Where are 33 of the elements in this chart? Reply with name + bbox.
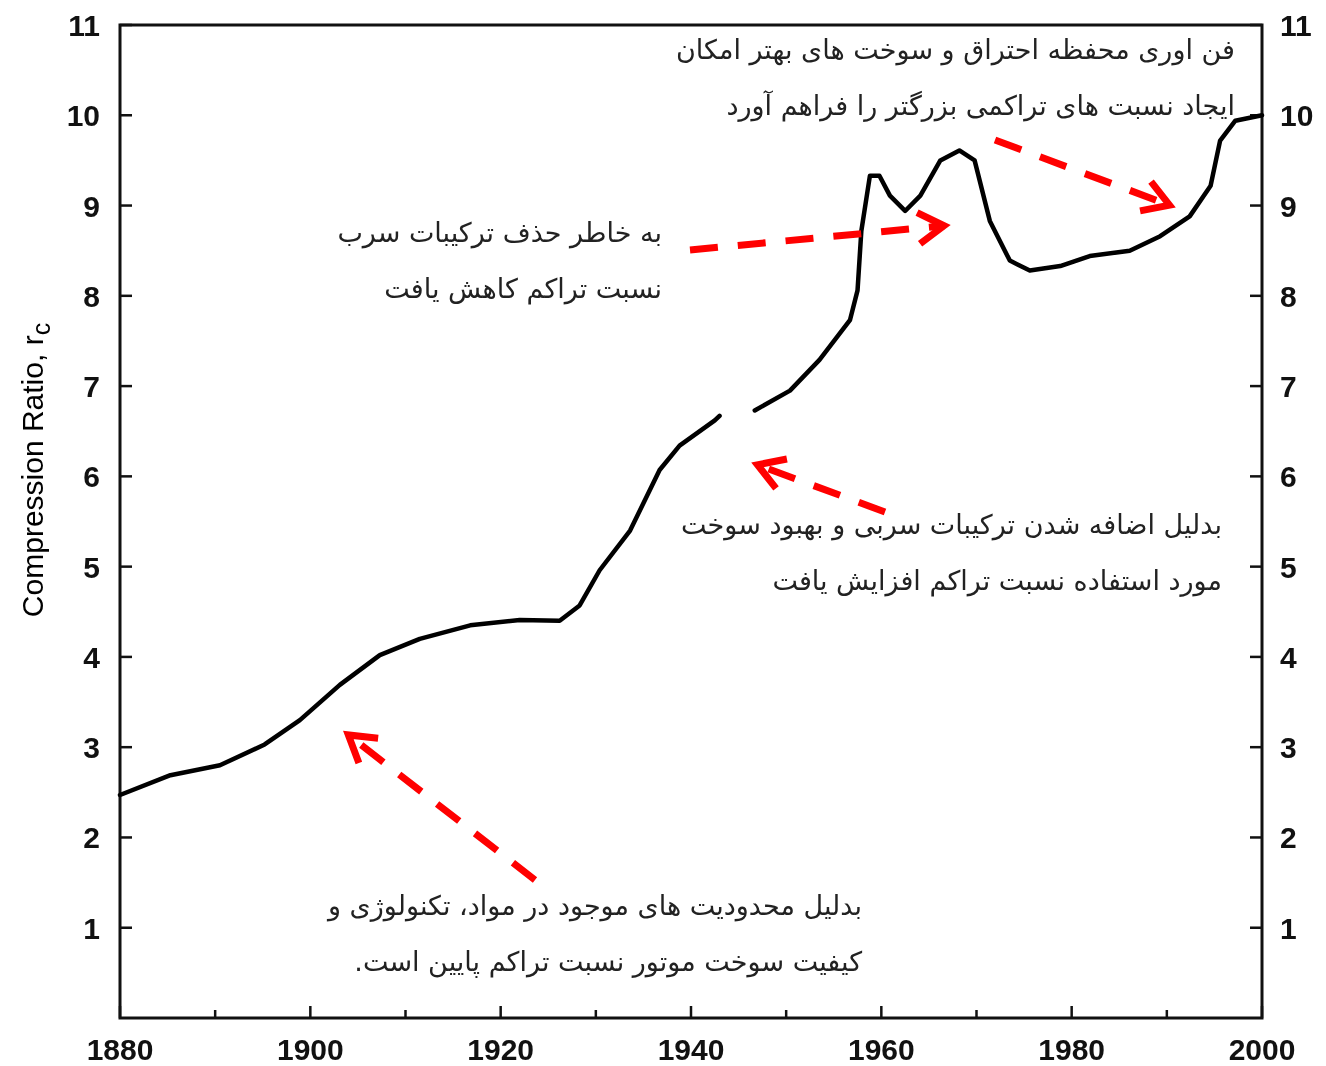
x-tick-label: 1980 — [1038, 1033, 1106, 1066]
y-tick-label: 7 — [83, 370, 100, 404]
x-tick-label: 1960 — [847, 1033, 915, 1066]
y-tick-label: 2 — [83, 821, 100, 855]
x-tick-label: 1900 — [276, 1033, 344, 1066]
x-tick-label: 1940 — [657, 1033, 725, 1066]
y-tick-label: 11 — [68, 9, 100, 42]
x-tick-label: 1880 — [86, 1033, 154, 1066]
y2-tick-label: 3 — [1280, 731, 1297, 765]
y-tick-label: 5 — [83, 550, 100, 584]
y-tick-label: 1 — [83, 911, 100, 945]
y2-tick-label: 6 — [1280, 460, 1297, 494]
y2-tick-label: 5 — [1280, 550, 1297, 584]
annotation: به خاطر حذف ترکیبات سرب نسبت تراکم کاهش یافت — [336, 216, 662, 307]
y2-tick-label: 10 — [1280, 99, 1314, 133]
y2-tick-label: 2 — [1280, 821, 1297, 855]
y2-tick-label: 7 — [1280, 370, 1297, 404]
annotation: بدلیل اضافه شدن ترکیبات سربی و بهبود سوخت مورد استفاده نسبت تراکم افزایش یافت — [680, 508, 1222, 599]
x-tick-label: 1920 — [467, 1033, 535, 1066]
y-tick-label: 10 — [66, 99, 100, 133]
y2-tick-label: 9 — [1280, 189, 1297, 223]
y-tick-label: 8 — [83, 279, 100, 313]
y2-tick-label: 1 — [1280, 911, 1297, 945]
annotation: بدلیل محدودیت های موجود در مواد، تکنولوژی و کیفیت سوخت موتور نسبت تراکم پایین است. — [326, 889, 862, 980]
y-tick-label: 6 — [83, 460, 100, 494]
y2-tick-label: 8 — [1280, 279, 1297, 313]
y-tick-label: 9 — [83, 189, 100, 223]
annotation: فن اوری محفظه احتراق و سوخت های بهتر امکان ایجاد نسبت های تراکمی بزرگتر را فراهم آورد — [674, 33, 1235, 124]
y-tick-label: 3 — [83, 731, 100, 765]
y-tick-label: 4 — [83, 640, 101, 674]
x-tick-label: 2000 — [1228, 1033, 1296, 1066]
y2-tick-label: 4 — [1280, 640, 1297, 674]
y2-tick-label: 11 — [1280, 9, 1312, 42]
